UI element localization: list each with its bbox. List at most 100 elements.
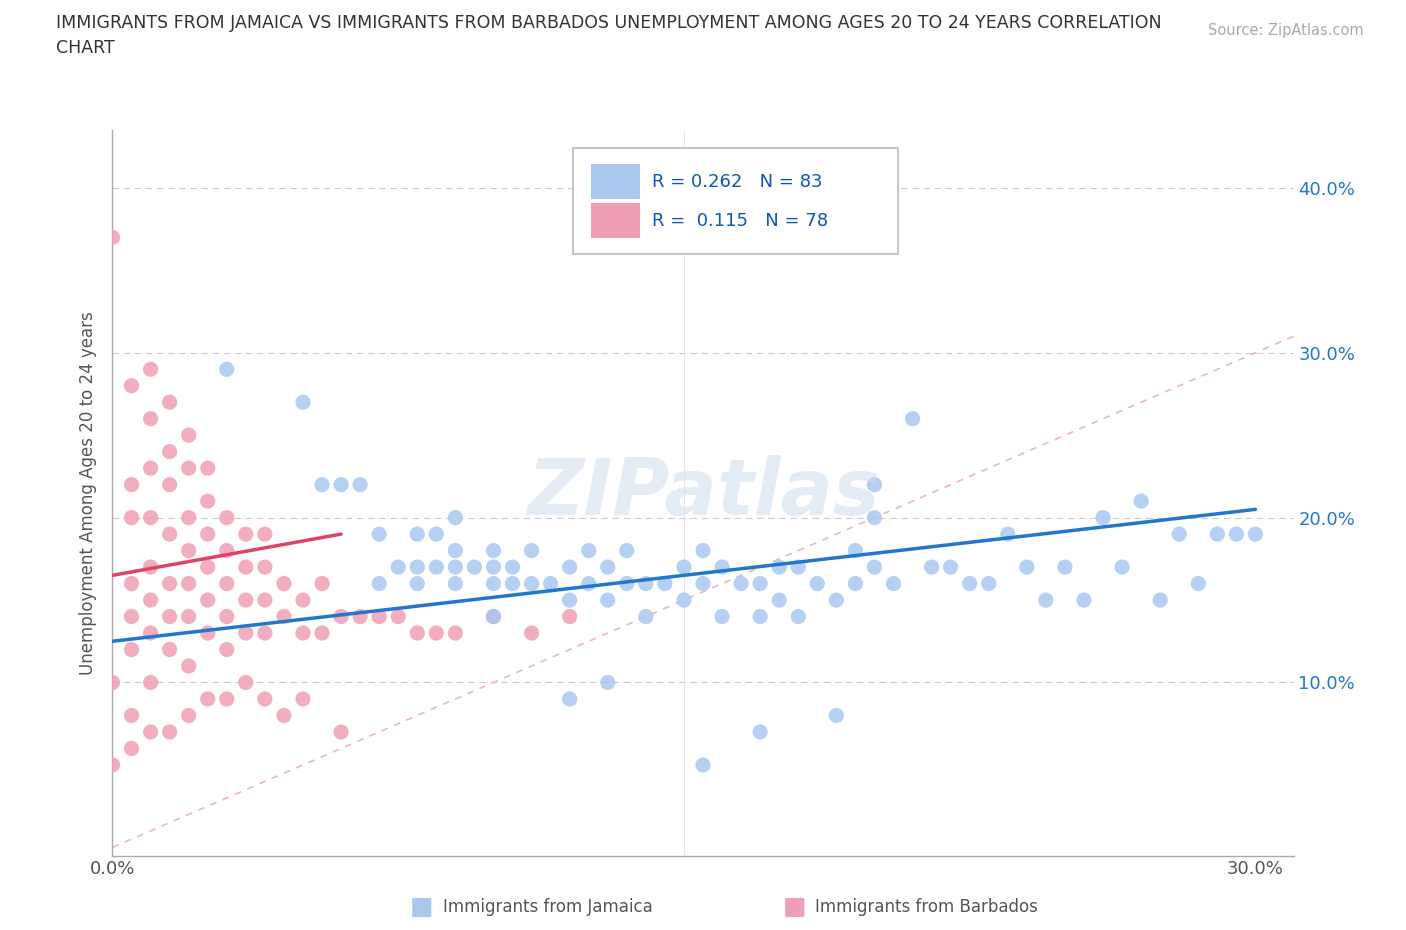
Point xyxy=(444,577,467,591)
Point xyxy=(101,757,124,772)
Point xyxy=(692,577,714,591)
Point xyxy=(711,609,734,624)
Point xyxy=(197,560,219,575)
Point xyxy=(253,526,276,541)
Point xyxy=(482,543,505,558)
Point xyxy=(177,658,200,673)
Point xyxy=(1111,560,1133,575)
Point xyxy=(768,592,790,607)
Point xyxy=(502,577,524,591)
Point xyxy=(291,692,314,707)
Point xyxy=(159,724,181,739)
Point xyxy=(540,577,562,591)
Point xyxy=(806,577,828,591)
Point xyxy=(596,592,619,607)
Point xyxy=(311,477,333,492)
Point xyxy=(1206,526,1229,541)
Point xyxy=(177,577,200,591)
Point xyxy=(215,511,238,525)
Point xyxy=(139,362,162,377)
Point xyxy=(482,560,505,575)
Point xyxy=(387,609,409,624)
Point xyxy=(291,592,314,607)
Point xyxy=(634,577,657,591)
Point xyxy=(558,692,581,707)
Point xyxy=(235,526,257,541)
Point xyxy=(425,560,447,575)
Point xyxy=(520,543,543,558)
Point xyxy=(177,511,200,525)
Point xyxy=(444,511,467,525)
Point xyxy=(444,560,467,575)
Point xyxy=(787,560,810,575)
Point xyxy=(921,560,943,575)
Point xyxy=(368,526,391,541)
Point xyxy=(197,526,219,541)
Point xyxy=(139,460,162,475)
Point xyxy=(159,526,181,541)
Point xyxy=(215,642,238,657)
Point xyxy=(177,543,200,558)
Point xyxy=(215,543,238,558)
Text: Source: ZipAtlas.com: Source: ZipAtlas.com xyxy=(1208,23,1364,38)
Point xyxy=(959,577,981,591)
Point xyxy=(159,577,181,591)
Point xyxy=(425,526,447,541)
Point xyxy=(939,560,962,575)
Point xyxy=(1168,526,1191,541)
Point xyxy=(368,577,391,591)
Point xyxy=(235,592,257,607)
Point xyxy=(159,609,181,624)
Y-axis label: Unemployment Among Ages 20 to 24 years: Unemployment Among Ages 20 to 24 years xyxy=(79,311,97,675)
Point xyxy=(692,543,714,558)
Point xyxy=(558,609,581,624)
Point xyxy=(177,428,200,443)
Point xyxy=(159,477,181,492)
Point xyxy=(997,526,1019,541)
Point xyxy=(1035,592,1057,607)
Point xyxy=(1015,560,1038,575)
Point xyxy=(406,577,429,591)
Point xyxy=(634,609,657,624)
Point xyxy=(711,560,734,575)
Point xyxy=(863,560,886,575)
Point xyxy=(139,411,162,426)
Text: CHART: CHART xyxy=(56,39,115,57)
Point xyxy=(578,543,600,558)
FancyBboxPatch shape xyxy=(591,203,640,238)
Point xyxy=(844,543,866,558)
Point xyxy=(330,724,353,739)
FancyBboxPatch shape xyxy=(591,164,640,199)
Point xyxy=(730,577,752,591)
Point xyxy=(197,692,219,707)
Point xyxy=(253,592,276,607)
Point xyxy=(482,609,505,624)
Point xyxy=(749,577,772,591)
Point xyxy=(235,560,257,575)
Point xyxy=(672,592,695,607)
Point xyxy=(273,609,295,624)
Point xyxy=(616,543,638,558)
Point xyxy=(273,708,295,723)
Point xyxy=(215,577,238,591)
Point xyxy=(139,560,162,575)
Point xyxy=(177,708,200,723)
Point xyxy=(558,560,581,575)
Point xyxy=(654,577,676,591)
Point xyxy=(121,477,143,492)
Point xyxy=(139,511,162,525)
Point xyxy=(787,609,810,624)
Point xyxy=(482,609,505,624)
Point xyxy=(749,724,772,739)
Text: ■: ■ xyxy=(411,895,433,919)
Point xyxy=(520,577,543,591)
Point xyxy=(121,741,143,756)
Point xyxy=(159,394,181,409)
Point xyxy=(121,609,143,624)
Point xyxy=(291,626,314,641)
Text: Immigrants from Jamaica: Immigrants from Jamaica xyxy=(443,897,652,916)
Text: R = 0.262   N = 83: R = 0.262 N = 83 xyxy=(652,173,823,191)
Point xyxy=(139,626,162,641)
Point xyxy=(844,577,866,591)
Point xyxy=(444,543,467,558)
